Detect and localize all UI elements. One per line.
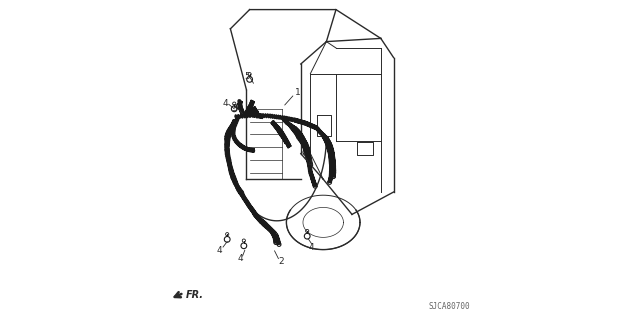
- Text: 4: 4: [216, 246, 222, 255]
- Text: 4: 4: [308, 243, 314, 252]
- Text: 4: 4: [223, 99, 228, 108]
- Text: 4: 4: [237, 254, 243, 263]
- Text: 5: 5: [244, 72, 250, 81]
- Text: 3: 3: [232, 104, 237, 113]
- Text: FR.: FR.: [186, 290, 204, 300]
- Text: 2: 2: [278, 257, 284, 266]
- Text: SJCA80700: SJCA80700: [429, 302, 470, 311]
- Text: 4: 4: [308, 159, 313, 168]
- Text: 1: 1: [296, 88, 301, 97]
